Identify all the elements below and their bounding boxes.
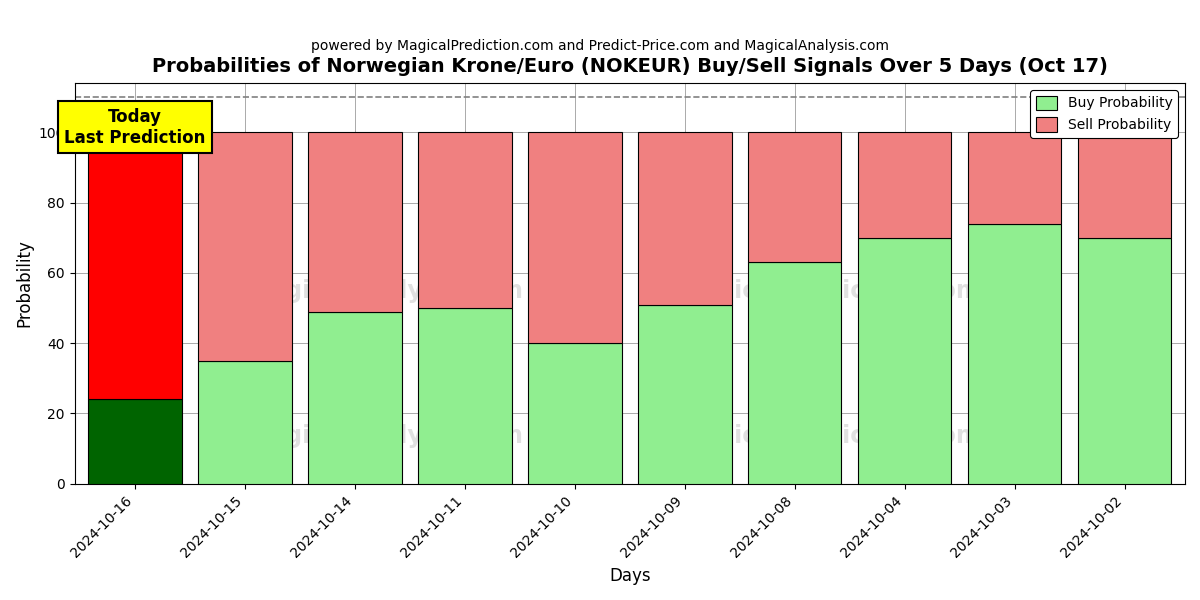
Bar — [638, 133, 732, 305]
Bar — [528, 343, 622, 484]
Bar — [419, 133, 511, 308]
Legend: Buy Probability, Sell Probability: Buy Probability, Sell Probability — [1030, 90, 1178, 138]
Bar — [198, 361, 292, 484]
Text: MagicalAnalysis.com: MagicalAnalysis.com — [247, 280, 524, 304]
Text: MagicalPrediction.com: MagicalPrediction.com — [678, 280, 982, 304]
Text: powered by MagicalPrediction.com and Predict-Price.com and MagicalAnalysis.com: powered by MagicalPrediction.com and Pre… — [311, 39, 889, 53]
Bar — [748, 133, 841, 262]
Bar — [198, 133, 292, 361]
Bar — [419, 308, 511, 484]
Bar — [528, 133, 622, 343]
Y-axis label: Probability: Probability — [16, 239, 34, 328]
Bar — [89, 400, 182, 484]
Bar — [968, 224, 1061, 484]
Bar — [308, 311, 402, 484]
Bar — [1078, 133, 1171, 238]
Bar — [89, 133, 182, 400]
Text: MagicalAnalysis.com: MagicalAnalysis.com — [247, 424, 524, 448]
Bar — [968, 133, 1061, 224]
Bar — [1078, 238, 1171, 484]
Bar — [308, 133, 402, 311]
Text: Today
Last Prediction: Today Last Prediction — [65, 108, 206, 146]
Bar — [748, 262, 841, 484]
Title: Probabilities of Norwegian Krone/Euro (NOKEUR) Buy/Sell Signals Over 5 Days (Oct: Probabilities of Norwegian Krone/Euro (N… — [152, 57, 1108, 76]
Bar — [638, 305, 732, 484]
Text: MagicalPrediction.com: MagicalPrediction.com — [678, 424, 982, 448]
Bar — [858, 238, 952, 484]
X-axis label: Days: Days — [610, 567, 650, 585]
Bar — [858, 133, 952, 238]
